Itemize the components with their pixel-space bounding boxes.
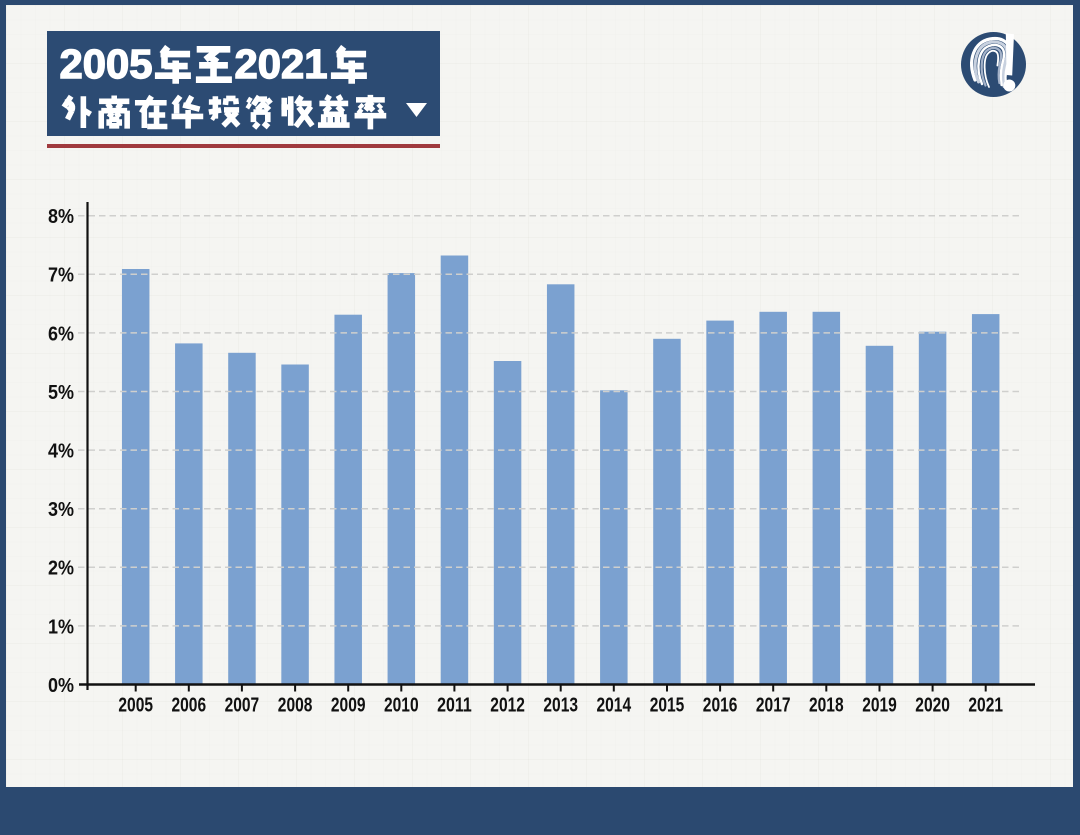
svg-text:2012: 2012 bbox=[490, 695, 525, 717]
svg-text:2017: 2017 bbox=[756, 695, 791, 717]
svg-text:2013: 2013 bbox=[543, 695, 578, 717]
svg-text:2010: 2010 bbox=[384, 695, 419, 717]
svg-text:2018: 2018 bbox=[809, 695, 844, 717]
svg-text:2021: 2021 bbox=[235, 41, 328, 87]
svg-text:3%: 3% bbox=[48, 499, 74, 521]
svg-text:5%: 5% bbox=[48, 382, 74, 404]
svg-text:2014: 2014 bbox=[597, 695, 632, 717]
svg-text:2021: 2021 bbox=[968, 695, 1003, 717]
svg-text:1%: 1% bbox=[48, 616, 74, 638]
svg-text:2009: 2009 bbox=[331, 695, 366, 717]
svg-text:2015: 2015 bbox=[650, 695, 685, 717]
svg-text:2005: 2005 bbox=[118, 695, 153, 717]
svg-text:2020: 2020 bbox=[915, 695, 950, 717]
svg-text:2%: 2% bbox=[48, 558, 74, 580]
svg-text:2011: 2011 bbox=[437, 695, 472, 717]
svg-text:2005: 2005 bbox=[60, 41, 153, 87]
svg-text:8%: 8% bbox=[48, 206, 74, 228]
svg-text:2019: 2019 bbox=[862, 695, 897, 717]
svg-text:0%: 0% bbox=[48, 675, 74, 697]
svg-text:2016: 2016 bbox=[703, 695, 738, 717]
svg-text:2008: 2008 bbox=[278, 695, 313, 717]
svg-text:6%: 6% bbox=[48, 323, 74, 345]
svg-text:7%: 7% bbox=[48, 265, 74, 287]
svg-text:2007: 2007 bbox=[225, 695, 260, 717]
svg-text:2006: 2006 bbox=[172, 695, 207, 717]
svg-text:4%: 4% bbox=[48, 441, 74, 463]
